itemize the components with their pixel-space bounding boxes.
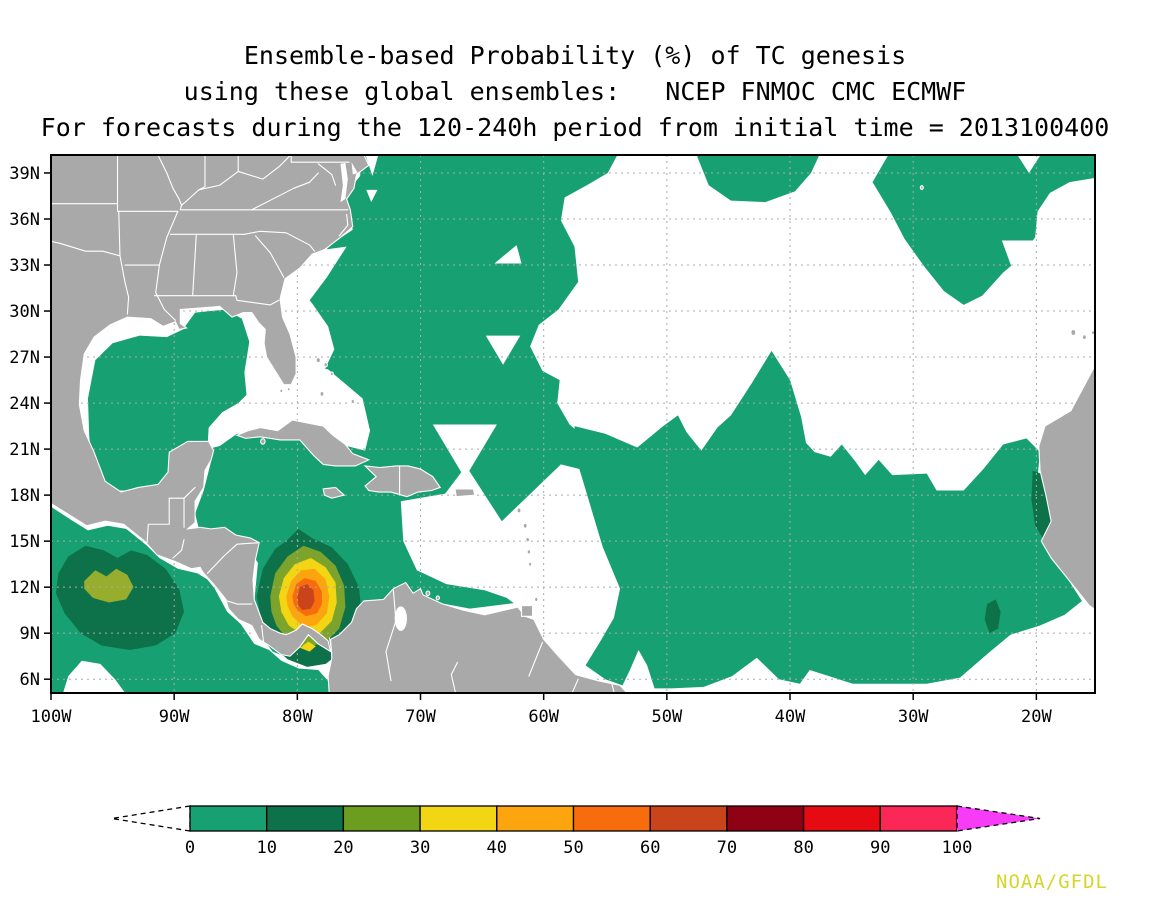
contour-20-30-east-pacific xyxy=(84,568,134,603)
contour-0-10-northeast-atlantic xyxy=(872,155,1095,305)
lat-tick-label: 9N xyxy=(20,624,40,644)
white-hole-georgia-coast xyxy=(281,246,347,301)
lon-tick-label: 50W xyxy=(651,707,682,727)
lon-tick-label: 90W xyxy=(159,707,190,727)
axis-labels: 39N 36N 33N 30N 27N 24N 21N 18N 15N 12N 9N 6N 100W 90… xyxy=(9,164,1052,727)
legend-tick-label: 60 xyxy=(640,838,660,858)
contour-0-10-north-central xyxy=(696,155,820,203)
legend-below-min-arrow xyxy=(111,805,191,832)
island-jamaica xyxy=(323,487,344,498)
contour-60-70-genesis-core xyxy=(297,584,315,611)
contour-30-40-south-of-panama xyxy=(299,641,316,652)
legend-tick-label: 90 xyxy=(870,838,890,858)
legend-segment xyxy=(419,805,498,832)
legend-tick-label: 10 xyxy=(256,838,276,858)
water-chesapeake-bay xyxy=(340,163,348,203)
legend-segment xyxy=(802,805,881,832)
lon-tick-label: 70W xyxy=(405,707,436,727)
legend-tick-label: 40 xyxy=(487,838,507,858)
lat-tick-label: 24N xyxy=(9,394,40,414)
legend-tick-label: 70 xyxy=(717,838,737,858)
legend-segment xyxy=(342,805,421,832)
white-notch-top-right xyxy=(1017,155,1041,173)
lat-tick-label: 27N xyxy=(9,348,40,368)
axis-ticks xyxy=(44,172,1038,700)
lat-tick-label: 12N xyxy=(9,578,40,598)
lat-tick-label: 33N xyxy=(9,256,40,276)
lat-tick-label: 21N xyxy=(9,440,40,460)
lat-tick-label: 18N xyxy=(9,486,40,506)
contour-fill-layer xyxy=(51,155,1095,693)
legend-tick-label: 20 xyxy=(333,838,353,858)
water-lake-maracaibo xyxy=(394,606,407,631)
white-hole-sargasso-triangle xyxy=(485,335,521,365)
legend-segment xyxy=(726,805,805,832)
lon-tick-label: 100W xyxy=(31,707,73,727)
legend-segment xyxy=(649,805,728,832)
white-notch-delmarva xyxy=(366,189,378,203)
credit-text: NOAA/GFDL xyxy=(996,871,1108,893)
land-west-africa xyxy=(1039,360,1095,612)
lon-tick-label: 20W xyxy=(1021,707,1052,727)
legend-tick-label: 0 xyxy=(185,838,195,858)
lat-tick-label: 36N xyxy=(9,210,40,230)
white-hole-east-caribbean xyxy=(400,464,621,649)
legend-tick-label: 30 xyxy=(410,838,430,858)
legend-segment xyxy=(189,805,268,832)
lon-tick-label: 60W xyxy=(528,707,559,727)
lon-tick-label: 30W xyxy=(898,707,929,727)
legend-colorbar: 0 10 20 30 40 50 60 70 80 90 100 xyxy=(111,805,1041,858)
lon-tick-label: 40W xyxy=(775,707,806,727)
lat-tick-label: 39N xyxy=(9,164,40,184)
legend-segment xyxy=(266,805,345,832)
legend-tick-label: 50 xyxy=(563,838,583,858)
political-borders xyxy=(47,153,615,696)
legend-segment xyxy=(879,805,958,832)
water-delaware-bay xyxy=(351,162,358,175)
island-cuba xyxy=(237,420,369,466)
contour-0-10-tropical-atlantic xyxy=(574,350,1082,689)
legend-tick-label: 80 xyxy=(793,838,813,858)
map-frame xyxy=(50,154,1096,694)
lat-tick-label: 30N xyxy=(9,302,40,322)
legend-segment xyxy=(572,805,651,832)
lat-tick-label: 15N xyxy=(9,532,40,552)
white-hole-bermuda-area xyxy=(494,245,522,264)
legend-tick-label: 100 xyxy=(942,838,973,858)
lat-tick-label: 6N xyxy=(20,670,40,690)
chart-title-line-2: using these global ensembles: NCEP FNMOC… xyxy=(183,77,967,106)
island-puerto-rico xyxy=(455,489,475,497)
white-hole-ne-hispaniola xyxy=(432,424,497,479)
white-hole-bahamas-florida-straits xyxy=(207,363,371,451)
island-specks xyxy=(261,186,1095,602)
legend-segment xyxy=(496,805,575,832)
chart-title-line-3: For forecasts during the 120-240h period… xyxy=(40,113,1110,142)
island-hispaniola xyxy=(365,466,440,497)
white-notch-new-jersey xyxy=(365,155,379,177)
land-layer xyxy=(47,153,1095,696)
legend-above-max-arrow xyxy=(956,805,1041,832)
white-hole-madeira-area xyxy=(1001,240,1037,275)
lon-tick-label: 80W xyxy=(282,707,313,727)
land-north-central-america xyxy=(51,155,368,656)
chart-title-line-1: Ensemble-based Probability (%) of TC gen… xyxy=(243,41,907,70)
contour-10-20-central-tropical xyxy=(984,599,1001,634)
island-trinidad xyxy=(522,606,533,617)
